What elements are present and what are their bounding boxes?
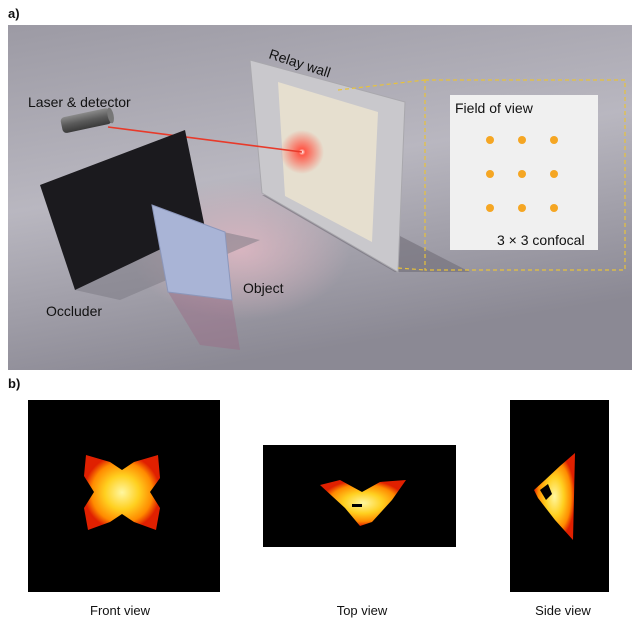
- panel-label: a): [8, 6, 20, 21]
- laser-beam: [107, 126, 303, 153]
- zoom-line: [337, 79, 426, 91]
- object: [151, 204, 233, 301]
- reconstruction: [534, 453, 575, 540]
- reconstruction: [84, 455, 160, 530]
- occluder: [40, 130, 205, 290]
- view-caption: Front view: [90, 603, 151, 618]
- reconstruction-hole: [352, 504, 362, 507]
- confocal-label: 3 × 3 confocal: [497, 232, 585, 248]
- zoom-line: [397, 267, 426, 271]
- reconstruction: [320, 480, 406, 526]
- shadow: [168, 292, 240, 350]
- panel-label: b): [8, 376, 20, 391]
- object-label: Object: [243, 280, 284, 296]
- view-caption: Top view: [337, 603, 388, 618]
- laser-label: Laser & detector: [28, 94, 131, 110]
- view-caption: Side view: [535, 603, 591, 618]
- fov-label: Field of view: [455, 100, 534, 116]
- wall-area: [278, 82, 378, 242]
- reconstruction-hole: [540, 484, 552, 500]
- scan-points: [486, 136, 558, 212]
- laser: [60, 107, 114, 133]
- zoom-box: [424, 79, 626, 271]
- occluder-label: Occluder: [46, 303, 102, 319]
